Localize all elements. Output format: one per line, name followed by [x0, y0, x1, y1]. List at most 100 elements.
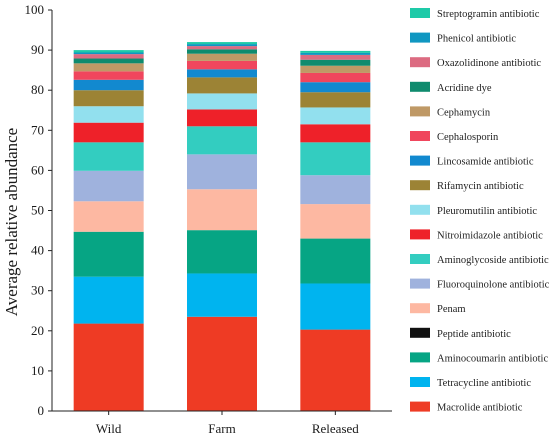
bar-segment — [187, 60, 257, 70]
bar-segment — [187, 77, 257, 94]
legend-swatch — [410, 180, 430, 191]
bar-segment — [73, 106, 144, 123]
bar-segment — [300, 92, 371, 108]
legend-label: Cephalosporin — [437, 132, 499, 143]
bar-segment — [300, 107, 371, 125]
legend-swatch — [410, 8, 430, 18]
bar-segment — [300, 82, 371, 93]
legend-swatch — [410, 229, 430, 240]
y-axis-label: Average relative abundance — [2, 128, 21, 316]
x-tick-label: Released — [312, 421, 359, 436]
y-tick-label: 60 — [31, 162, 44, 177]
bar-segment — [187, 316, 257, 411]
bar-segment — [300, 124, 371, 143]
bar-segment — [300, 59, 371, 66]
bar-segment — [300, 283, 371, 330]
legend-label: Oxazolidinone antibiotic — [437, 58, 541, 69]
legend-label: Phenicol antibiotic — [437, 34, 516, 45]
bar-segment — [73, 276, 144, 324]
bar-segment — [187, 154, 257, 190]
bar-segment — [187, 93, 257, 110]
legend-label: Pleuromutilin antibiotic — [437, 206, 537, 217]
y-tick-label: 10 — [31, 363, 44, 378]
bar-segment — [73, 58, 144, 64]
bar-segment — [73, 142, 144, 171]
bar-segment — [187, 49, 257, 54]
legend-label: Lincosamide antibiotic — [437, 157, 534, 168]
bar-segment — [187, 44, 257, 47]
legend: Streptogramin antibiotic Phenicol antibio… — [410, 8, 550, 414]
bar-segment — [187, 189, 257, 231]
y-tick-label: 90 — [31, 42, 44, 57]
legend-label: Tetracycline antibiotic — [437, 378, 531, 389]
bar-segment — [73, 231, 144, 277]
legend-swatch — [410, 327, 430, 338]
bar-segment — [187, 273, 257, 317]
bar-segment — [73, 71, 144, 80]
y-axis: 0 10 20 30 40 50 60 70 80 90 100 — [25, 2, 53, 418]
y-tick-label: 30 — [31, 283, 44, 298]
bar-segment — [187, 126, 257, 155]
bar-segment — [300, 52, 371, 55]
legend-swatch — [410, 377, 430, 387]
legend-swatch — [410, 254, 430, 264]
legend-swatch — [410, 303, 430, 314]
y-tick-label: 100 — [25, 2, 45, 17]
bar-segment — [300, 50, 371, 53]
legend-label: Streptogramin antibiotic — [437, 9, 540, 20]
y-tick-label: 50 — [31, 203, 44, 218]
y-tick-label: 0 — [38, 403, 45, 418]
legend-label: Macrolide antibiotic — [437, 403, 523, 414]
legend-label: Aminoglycoside antibiotic — [437, 255, 549, 266]
legend-label: Aminocoumarin antibiotic — [437, 353, 548, 364]
legend-swatch — [410, 352, 430, 363]
bar-segment — [187, 46, 257, 50]
x-tick-label: Farm — [208, 421, 235, 436]
legend-label: Rifamycin antibiotic — [437, 181, 524, 192]
bar-segment — [73, 201, 144, 232]
y-tick-label: 80 — [31, 82, 44, 97]
legend-swatch — [410, 131, 430, 141]
bar-segment — [300, 329, 371, 411]
legend-swatch — [410, 401, 430, 412]
bar-segment — [73, 122, 144, 143]
bar-segment — [300, 65, 371, 73]
legend-swatch — [410, 204, 430, 215]
bar-segment — [73, 323, 144, 411]
y-tick-label: 40 — [31, 243, 44, 258]
legend-swatch — [410, 32, 430, 43]
bar-segment — [300, 238, 371, 284]
x-axis: Wild Farm Released — [52, 410, 392, 436]
y-tick-label: 20 — [31, 323, 44, 338]
legend-label: Cephamycin — [437, 107, 491, 118]
x-tick-label: Wild — [96, 421, 122, 436]
bar-segment — [187, 230, 257, 274]
legend-swatch — [410, 278, 430, 289]
bar-segment — [73, 52, 144, 55]
bar-segment — [73, 63, 144, 72]
bar-segment — [187, 69, 257, 78]
legend-label: Fluoroquinolone antibiotic — [437, 280, 550, 291]
bar-segment — [187, 53, 257, 61]
legend-swatch — [410, 81, 430, 92]
bar-segment — [73, 90, 144, 107]
bar-segment — [300, 175, 371, 205]
bar-segment — [300, 204, 371, 239]
bar-segment — [73, 50, 144, 53]
chart-bars — [73, 42, 371, 411]
legend-label: Penam — [437, 304, 466, 315]
legend-label: Nitroimidazole antibiotic — [437, 230, 543, 241]
bar-segment — [73, 79, 144, 91]
bar-segment — [187, 109, 257, 127]
bar-segment — [73, 54, 144, 59]
bar-segment — [300, 54, 371, 60]
legend-swatch — [410, 57, 430, 68]
legend-swatch — [410, 155, 430, 166]
bar-segment — [300, 142, 371, 176]
bar-segment — [187, 42, 257, 45]
legend-label: Peptide antibiotic — [437, 329, 511, 340]
bar-segment — [73, 170, 144, 202]
legend-label: Acridine dye — [437, 83, 492, 94]
legend-swatch — [410, 106, 430, 117]
